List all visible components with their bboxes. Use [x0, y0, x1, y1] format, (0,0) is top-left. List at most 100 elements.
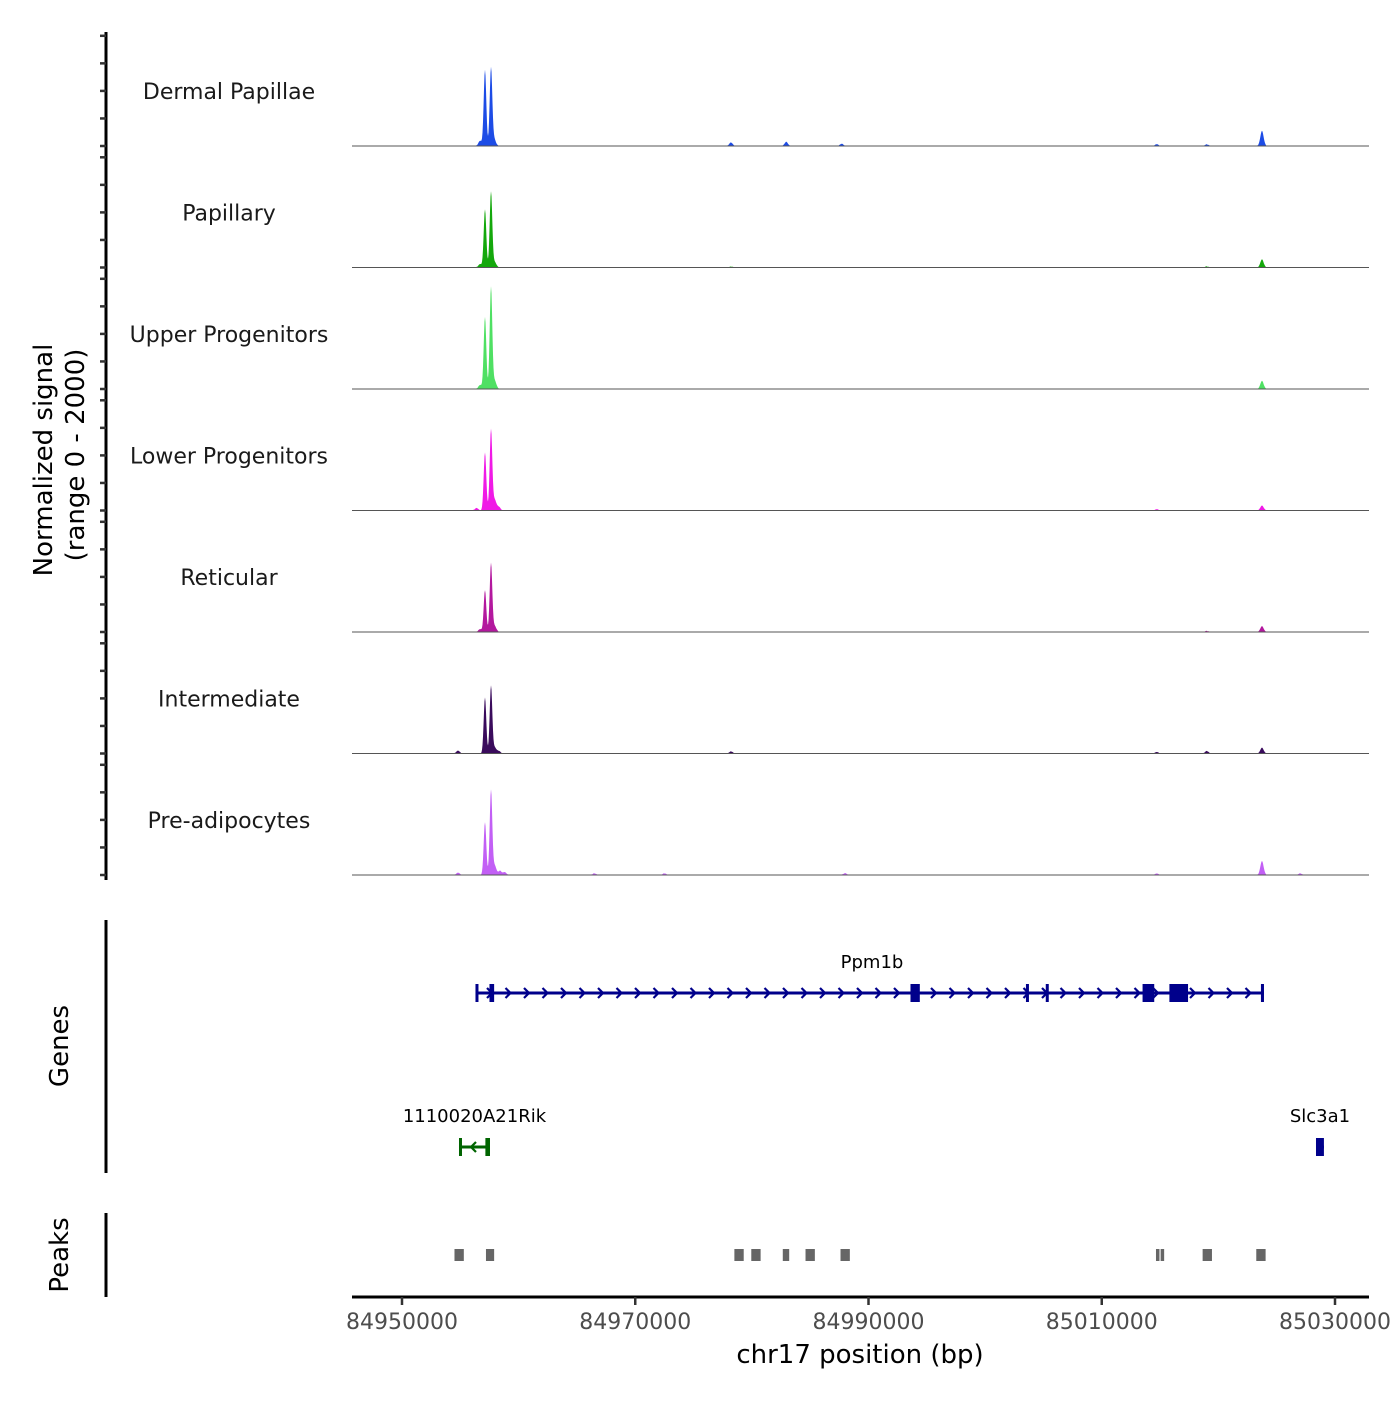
track-label: Lower Progenitors — [130, 445, 328, 470]
strand-arrow-icon — [782, 987, 790, 999]
coverage-area — [352, 191, 1369, 268]
coverage-tracks: Dermal Papillae Papillary Upper Progenitor… — [130, 66, 1369, 876]
coverage-area — [352, 685, 1369, 754]
strand-arrow-icon — [560, 987, 568, 999]
peak-region — [1256, 1249, 1266, 1261]
genes-track-label: Genes — [45, 1005, 75, 1087]
strand-arrow-icon — [819, 987, 827, 999]
peak-region — [1202, 1249, 1212, 1261]
strand-arrow-icon — [800, 987, 809, 999]
strand-arrow-icon — [1189, 987, 1197, 999]
peak-region — [840, 1249, 850, 1261]
y-axis-title: Normalized signal (range 0 - 2000) — [29, 344, 91, 577]
exon — [1045, 984, 1049, 1002]
strand-arrow-icon — [856, 987, 864, 999]
track-label: Papillary — [182, 202, 276, 227]
strand-arrow-icon — [1152, 987, 1160, 999]
strand-arrow-icon — [671, 987, 679, 999]
strand-arrow-icon — [1207, 987, 1216, 999]
gene-label: Slc3a1 — [1290, 1106, 1350, 1127]
strand-arrow-icon — [708, 987, 716, 999]
gene-model: Ppm1b — [475, 952, 1264, 1002]
strand-arrow-icon — [967, 987, 975, 999]
strand-arrow-icon — [504, 987, 513, 999]
coverage-area — [352, 562, 1369, 632]
gene-label: Ppm1b — [841, 952, 904, 973]
coverage-track: Pre-adipocytes — [148, 789, 1369, 876]
signal-y-axis-ticks — [100, 34, 106, 877]
strand-arrow-icon — [837, 987, 846, 999]
strand-arrow-icon — [541, 987, 550, 999]
strand-arrow-icon — [578, 987, 587, 999]
strand-arrow-icon — [469, 1141, 477, 1153]
gene-annotation-track: Ppm1b 1110020A21Rik Slc3a1 — [403, 952, 1350, 1156]
strand-arrow-icon — [689, 987, 698, 999]
strand-arrow-icon — [745, 987, 753, 999]
exon — [1169, 984, 1189, 1002]
strand-arrow-icon — [1096, 987, 1105, 999]
peak-region — [485, 1249, 495, 1261]
exon — [475, 984, 479, 1002]
exon — [910, 984, 920, 1002]
track-label: Reticular — [180, 566, 278, 591]
exon — [489, 984, 495, 1002]
exon — [1315, 1138, 1324, 1156]
exon — [485, 1138, 490, 1156]
gene-model: Slc3a1 — [1290, 1106, 1350, 1156]
peak-region — [805, 1249, 815, 1261]
strand-arrow-icon — [1226, 987, 1234, 999]
strand-arrow-icon — [1059, 987, 1068, 999]
coverage-track: Papillary — [182, 191, 1369, 268]
x-axis-title: chr17 position (bp) — [736, 1340, 983, 1370]
strand-arrow-icon — [1004, 987, 1012, 999]
gene-label: 1110020A21Rik — [403, 1106, 547, 1127]
peak-region — [782, 1249, 790, 1261]
strand-arrow-icon — [930, 987, 938, 999]
y-axis-title-line2: (range 0 - 2000) — [61, 349, 91, 562]
exon — [1142, 984, 1155, 1002]
coverage-track: Dermal Papillae — [143, 66, 1369, 147]
exon — [1260, 984, 1264, 1002]
track-label: Upper Progenitors — [130, 323, 329, 348]
strand-arrow-icon — [763, 987, 772, 999]
peak-region — [751, 1249, 761, 1261]
peaks-track-label: Peaks — [45, 1217, 75, 1292]
y-axis-title-line1: Normalized signal — [29, 344, 59, 577]
peak-region — [734, 1249, 744, 1261]
strand-arrow-icon — [615, 987, 624, 999]
exon — [458, 1138, 462, 1156]
strand-arrow-icon — [874, 987, 883, 999]
strand-arrow-icon — [1244, 987, 1253, 999]
peak-region — [1155, 1249, 1160, 1261]
coverage-track: Reticular — [180, 562, 1369, 633]
x-tick-label: 85010000 — [1046, 1310, 1158, 1335]
strand-arrow-icon — [985, 987, 994, 999]
coverage-track: Intermediate — [158, 685, 1369, 754]
strand-arrow-icon — [652, 987, 661, 999]
track-label: Dermal Papillae — [143, 80, 315, 105]
peak-region — [1160, 1249, 1165, 1261]
peaks-track — [454, 1249, 1266, 1261]
strand-arrow-icon — [597, 987, 605, 999]
coverage-track: Lower Progenitors — [130, 428, 1369, 511]
gene-model: 1110020A21Rik — [403, 1106, 547, 1156]
coverage-track: Upper Progenitors — [130, 286, 1369, 390]
strand-arrow-icon — [1078, 987, 1086, 999]
x-tick-label: 85030000 — [1279, 1310, 1391, 1335]
coverage-area — [352, 789, 1369, 875]
strand-arrow-icon — [1133, 987, 1142, 999]
peak-region — [454, 1249, 464, 1261]
coverage-area — [352, 66, 1369, 146]
strand-arrow-icon — [523, 987, 531, 999]
x-tick-label: 84990000 — [813, 1310, 925, 1335]
coverage-area — [352, 286, 1369, 389]
strand-arrow-icon — [893, 987, 901, 999]
x-tick-label: 84950000 — [346, 1310, 458, 1335]
strand-arrow-icon — [634, 987, 642, 999]
x-tick-label: 84970000 — [579, 1310, 691, 1335]
track-label: Intermediate — [158, 688, 300, 713]
strand-arrow-icon — [726, 987, 735, 999]
strand-arrow-icon — [948, 987, 957, 999]
exon — [1025, 984, 1029, 1002]
